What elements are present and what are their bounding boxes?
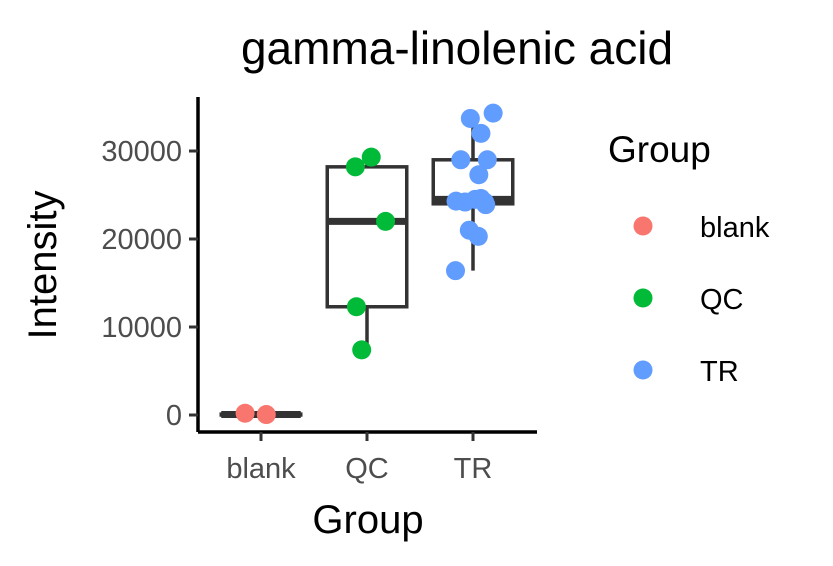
legend-key bbox=[633, 288, 653, 308]
data-point-blank bbox=[256, 405, 276, 425]
data-point-QC bbox=[376, 211, 396, 231]
chart-title: gamma-linolenic acid bbox=[241, 22, 673, 74]
legend-label: TR bbox=[700, 356, 739, 388]
y-axis-ticks: 0 10000 20000 30000 bbox=[101, 136, 198, 432]
legend: Group blank QC TR bbox=[608, 129, 770, 388]
data-point-TR bbox=[476, 195, 496, 215]
x-tick-label: QC bbox=[345, 453, 389, 485]
legend-key bbox=[633, 360, 653, 380]
box-body bbox=[325, 165, 409, 309]
box-QC bbox=[325, 157, 409, 350]
y-tick-label: 20000 bbox=[101, 224, 182, 256]
x-tick-label: TR bbox=[454, 453, 493, 485]
legend-label: QC bbox=[700, 284, 744, 316]
data-point-TR bbox=[446, 261, 466, 281]
legend-key bbox=[633, 216, 653, 236]
legend-entries: blank QC TR bbox=[633, 212, 770, 388]
legend-label: blank bbox=[700, 212, 770, 244]
data-point-QC bbox=[346, 297, 366, 317]
data-point-QC bbox=[352, 340, 372, 360]
plot-area: 0 10000 20000 30000 blank QC TR bbox=[101, 97, 537, 485]
legend-entry-TR: TR bbox=[633, 356, 739, 388]
legend-entry-blank: blank bbox=[633, 212, 770, 244]
y-tick-label: 30000 bbox=[101, 136, 182, 168]
data-point-TR bbox=[471, 123, 491, 143]
y-axis-title: Intensity bbox=[21, 191, 65, 340]
x-tick-label: blank bbox=[226, 453, 296, 485]
y-tick-label: 0 bbox=[166, 400, 182, 432]
x-axis-title: Group bbox=[312, 498, 423, 542]
point-layer bbox=[235, 103, 503, 425]
data-point-TR bbox=[468, 226, 488, 246]
legend-title: Group bbox=[608, 129, 711, 170]
data-point-QC bbox=[345, 157, 365, 177]
data-point-TR bbox=[451, 150, 471, 170]
data-point-TR bbox=[477, 150, 497, 170]
data-point-QC bbox=[361, 147, 381, 167]
data-point-TR bbox=[460, 108, 480, 128]
x-axis-ticks: blank QC TR bbox=[226, 432, 492, 485]
data-point-TR bbox=[483, 103, 503, 123]
data-point-blank bbox=[235, 403, 255, 423]
y-tick-label: 10000 bbox=[101, 312, 182, 344]
data-point-TR bbox=[469, 165, 489, 185]
legend-entry-QC: QC bbox=[633, 284, 744, 316]
